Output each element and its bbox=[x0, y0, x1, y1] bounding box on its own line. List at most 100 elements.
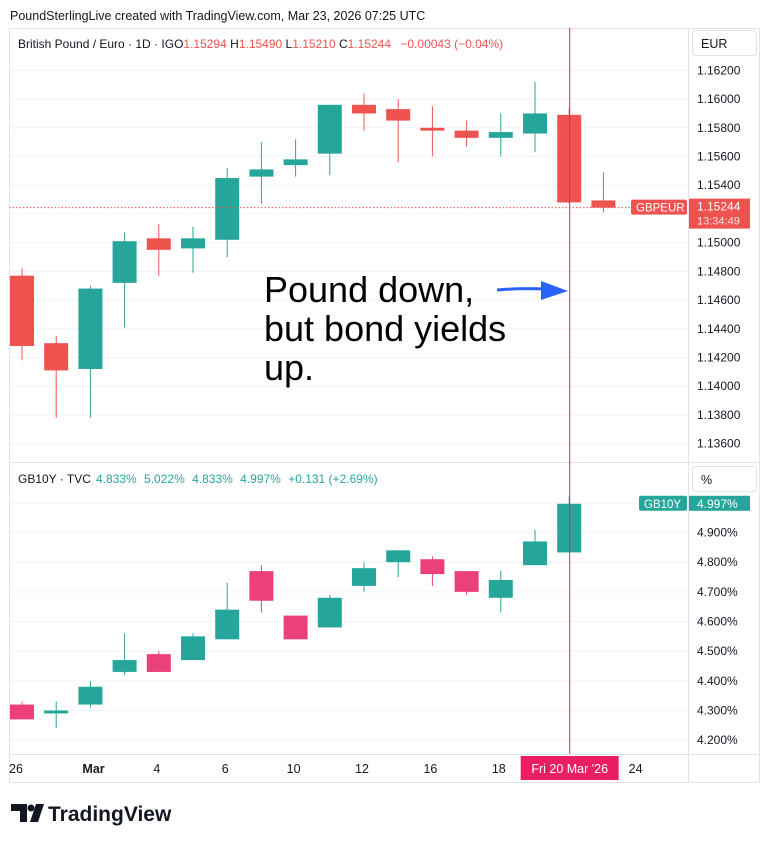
gb10y-ohlc: 4.833% 5.022% 4.833% 4.997% +0.131 (+2.6… bbox=[96, 472, 378, 486]
candle bbox=[523, 529, 547, 566]
time-tick-label: 26 bbox=[9, 762, 23, 776]
candle-body bbox=[181, 636, 205, 661]
candle bbox=[10, 701, 34, 720]
price-tick-label: 1.16000 bbox=[697, 92, 741, 106]
candle bbox=[181, 633, 205, 661]
tradingview-logo-icon bbox=[11, 804, 44, 822]
candle-body bbox=[523, 113, 547, 134]
candle bbox=[249, 565, 274, 613]
annotation-text: Pound down, but bond yields up. bbox=[264, 269, 506, 388]
chart-frame bbox=[9, 28, 760, 783]
candle-body bbox=[146, 238, 171, 250]
candle bbox=[78, 285, 103, 418]
candle-body bbox=[215, 178, 240, 240]
candle bbox=[215, 167, 240, 257]
currency-unit-button[interactable]: EUR bbox=[692, 30, 757, 56]
gb10y-symbol: GB10Y · TVC bbox=[18, 472, 91, 486]
price-tick-label: 1.13800 bbox=[697, 408, 741, 422]
price-axis-labels: 1.13600 1.13800 1.14000 1.14200 1.14400 1.146… bbox=[697, 63, 741, 450]
svg-text:4.997%: 4.997% bbox=[697, 497, 738, 511]
candle bbox=[112, 232, 137, 328]
candle bbox=[283, 615, 308, 640]
candle-body bbox=[488, 580, 513, 598]
price-tick-label: 1.14600 bbox=[697, 293, 741, 307]
candle-body bbox=[215, 609, 240, 640]
candle bbox=[10, 268, 34, 361]
tradingview-logo-text: TradingView bbox=[48, 803, 172, 826]
crosshair-date-label: Fri 20 Mar '26 bbox=[520, 756, 619, 780]
annotation-line-2: but bond yields bbox=[264, 308, 506, 349]
price-tick-label: 1.15400 bbox=[697, 178, 741, 192]
percent-unit-button[interactable]: % bbox=[692, 466, 757, 492]
price-tick-label: 1.14800 bbox=[697, 264, 741, 278]
tradingview-logo: TradingView bbox=[11, 803, 172, 826]
gb10y-legend: GB10Y · TVC 4.833% 5.022% 4.833% 4.997% … bbox=[18, 472, 378, 486]
candle-body bbox=[454, 130, 479, 138]
candle bbox=[523, 81, 547, 153]
svg-text:%: % bbox=[701, 473, 712, 487]
candle-body bbox=[10, 275, 34, 347]
yield-tick-label: 4.700% bbox=[697, 585, 738, 599]
gbpeur-ticker-badge: GBPEUR bbox=[631, 199, 687, 215]
candle bbox=[488, 571, 513, 613]
candle-body bbox=[283, 615, 308, 640]
candle-body bbox=[112, 241, 137, 283]
candle-body bbox=[146, 654, 171, 672]
yield-axis-labels: 4.200% 4.300% 4.400% 4.500% 4.600% 4.700% 4.80… bbox=[697, 496, 738, 747]
candle-body bbox=[488, 132, 513, 138]
time-axis-labels: 26 Mar 4 6 10 12 16 18 24 bbox=[9, 762, 643, 776]
time-tick-label: 18 bbox=[492, 762, 506, 776]
candle-body bbox=[420, 127, 445, 131]
annotation-arrow bbox=[496, 281, 568, 300]
candle-body bbox=[283, 159, 308, 166]
gb10y-price-badge: 4.997% bbox=[689, 495, 750, 511]
candle-body bbox=[249, 571, 274, 601]
time-tick-label: 12 bbox=[355, 762, 369, 776]
time-tick-label: 10 bbox=[287, 762, 301, 776]
price-tick-label: 1.14200 bbox=[697, 351, 741, 365]
candle bbox=[454, 120, 479, 147]
attribution-header: PoundSterlingLive created with TradingVi… bbox=[10, 9, 425, 23]
candle bbox=[591, 172, 616, 213]
gbpeur-symbol: British Pound / Euro · 1D · IG bbox=[18, 37, 174, 51]
yield-pane-grid bbox=[10, 502, 688, 741]
price-tick-label: 1.13600 bbox=[697, 437, 741, 451]
candle bbox=[44, 701, 69, 729]
price-tick-label: 1.15600 bbox=[697, 150, 741, 164]
candle bbox=[249, 142, 274, 204]
candle-body bbox=[386, 550, 411, 563]
gbpeur-ohlc: O1.15294 H1.15490 L1.15210 C1.15244 −0.0… bbox=[174, 37, 503, 51]
svg-text:Fri 20 Mar '26: Fri 20 Mar '26 bbox=[531, 762, 608, 776]
candle-body bbox=[44, 710, 69, 714]
candle bbox=[352, 93, 376, 131]
candle-body bbox=[44, 343, 69, 371]
candle bbox=[386, 99, 411, 163]
candle-body bbox=[112, 660, 137, 672]
candle bbox=[317, 594, 342, 628]
svg-text:13:34:49: 13:34:49 bbox=[697, 216, 740, 228]
candle-body bbox=[591, 200, 616, 208]
price-tick-label: 1.14400 bbox=[697, 322, 741, 336]
candle bbox=[146, 223, 171, 276]
candle-body bbox=[352, 568, 376, 586]
candle bbox=[420, 556, 445, 586]
time-tick-label: 24 bbox=[629, 762, 643, 776]
svg-text:GB10Y: GB10Y bbox=[644, 499, 681, 511]
annotation-line-3: up. bbox=[264, 347, 314, 388]
candle bbox=[386, 550, 411, 578]
gbpeur-legend: British Pound / Euro · 1D · IG O1.15294 … bbox=[18, 37, 503, 51]
annotation-line-1: Pound down, bbox=[264, 269, 474, 310]
candle-body bbox=[249, 169, 274, 177]
candle bbox=[488, 113, 513, 157]
yield-tick-label: 4.900% bbox=[697, 526, 738, 540]
yield-tick-label: 4.400% bbox=[697, 674, 738, 688]
candle-body bbox=[386, 109, 411, 121]
gb10y-ticker-badge: GB10Y bbox=[639, 495, 687, 511]
candle bbox=[283, 139, 308, 177]
yield-tick-label: 4.600% bbox=[697, 615, 738, 629]
price-tick-label: 1.16200 bbox=[697, 63, 741, 77]
price-tick-label: 1.15000 bbox=[697, 236, 741, 250]
yield-tick-label: 4.300% bbox=[697, 703, 738, 717]
candle bbox=[44, 335, 69, 418]
